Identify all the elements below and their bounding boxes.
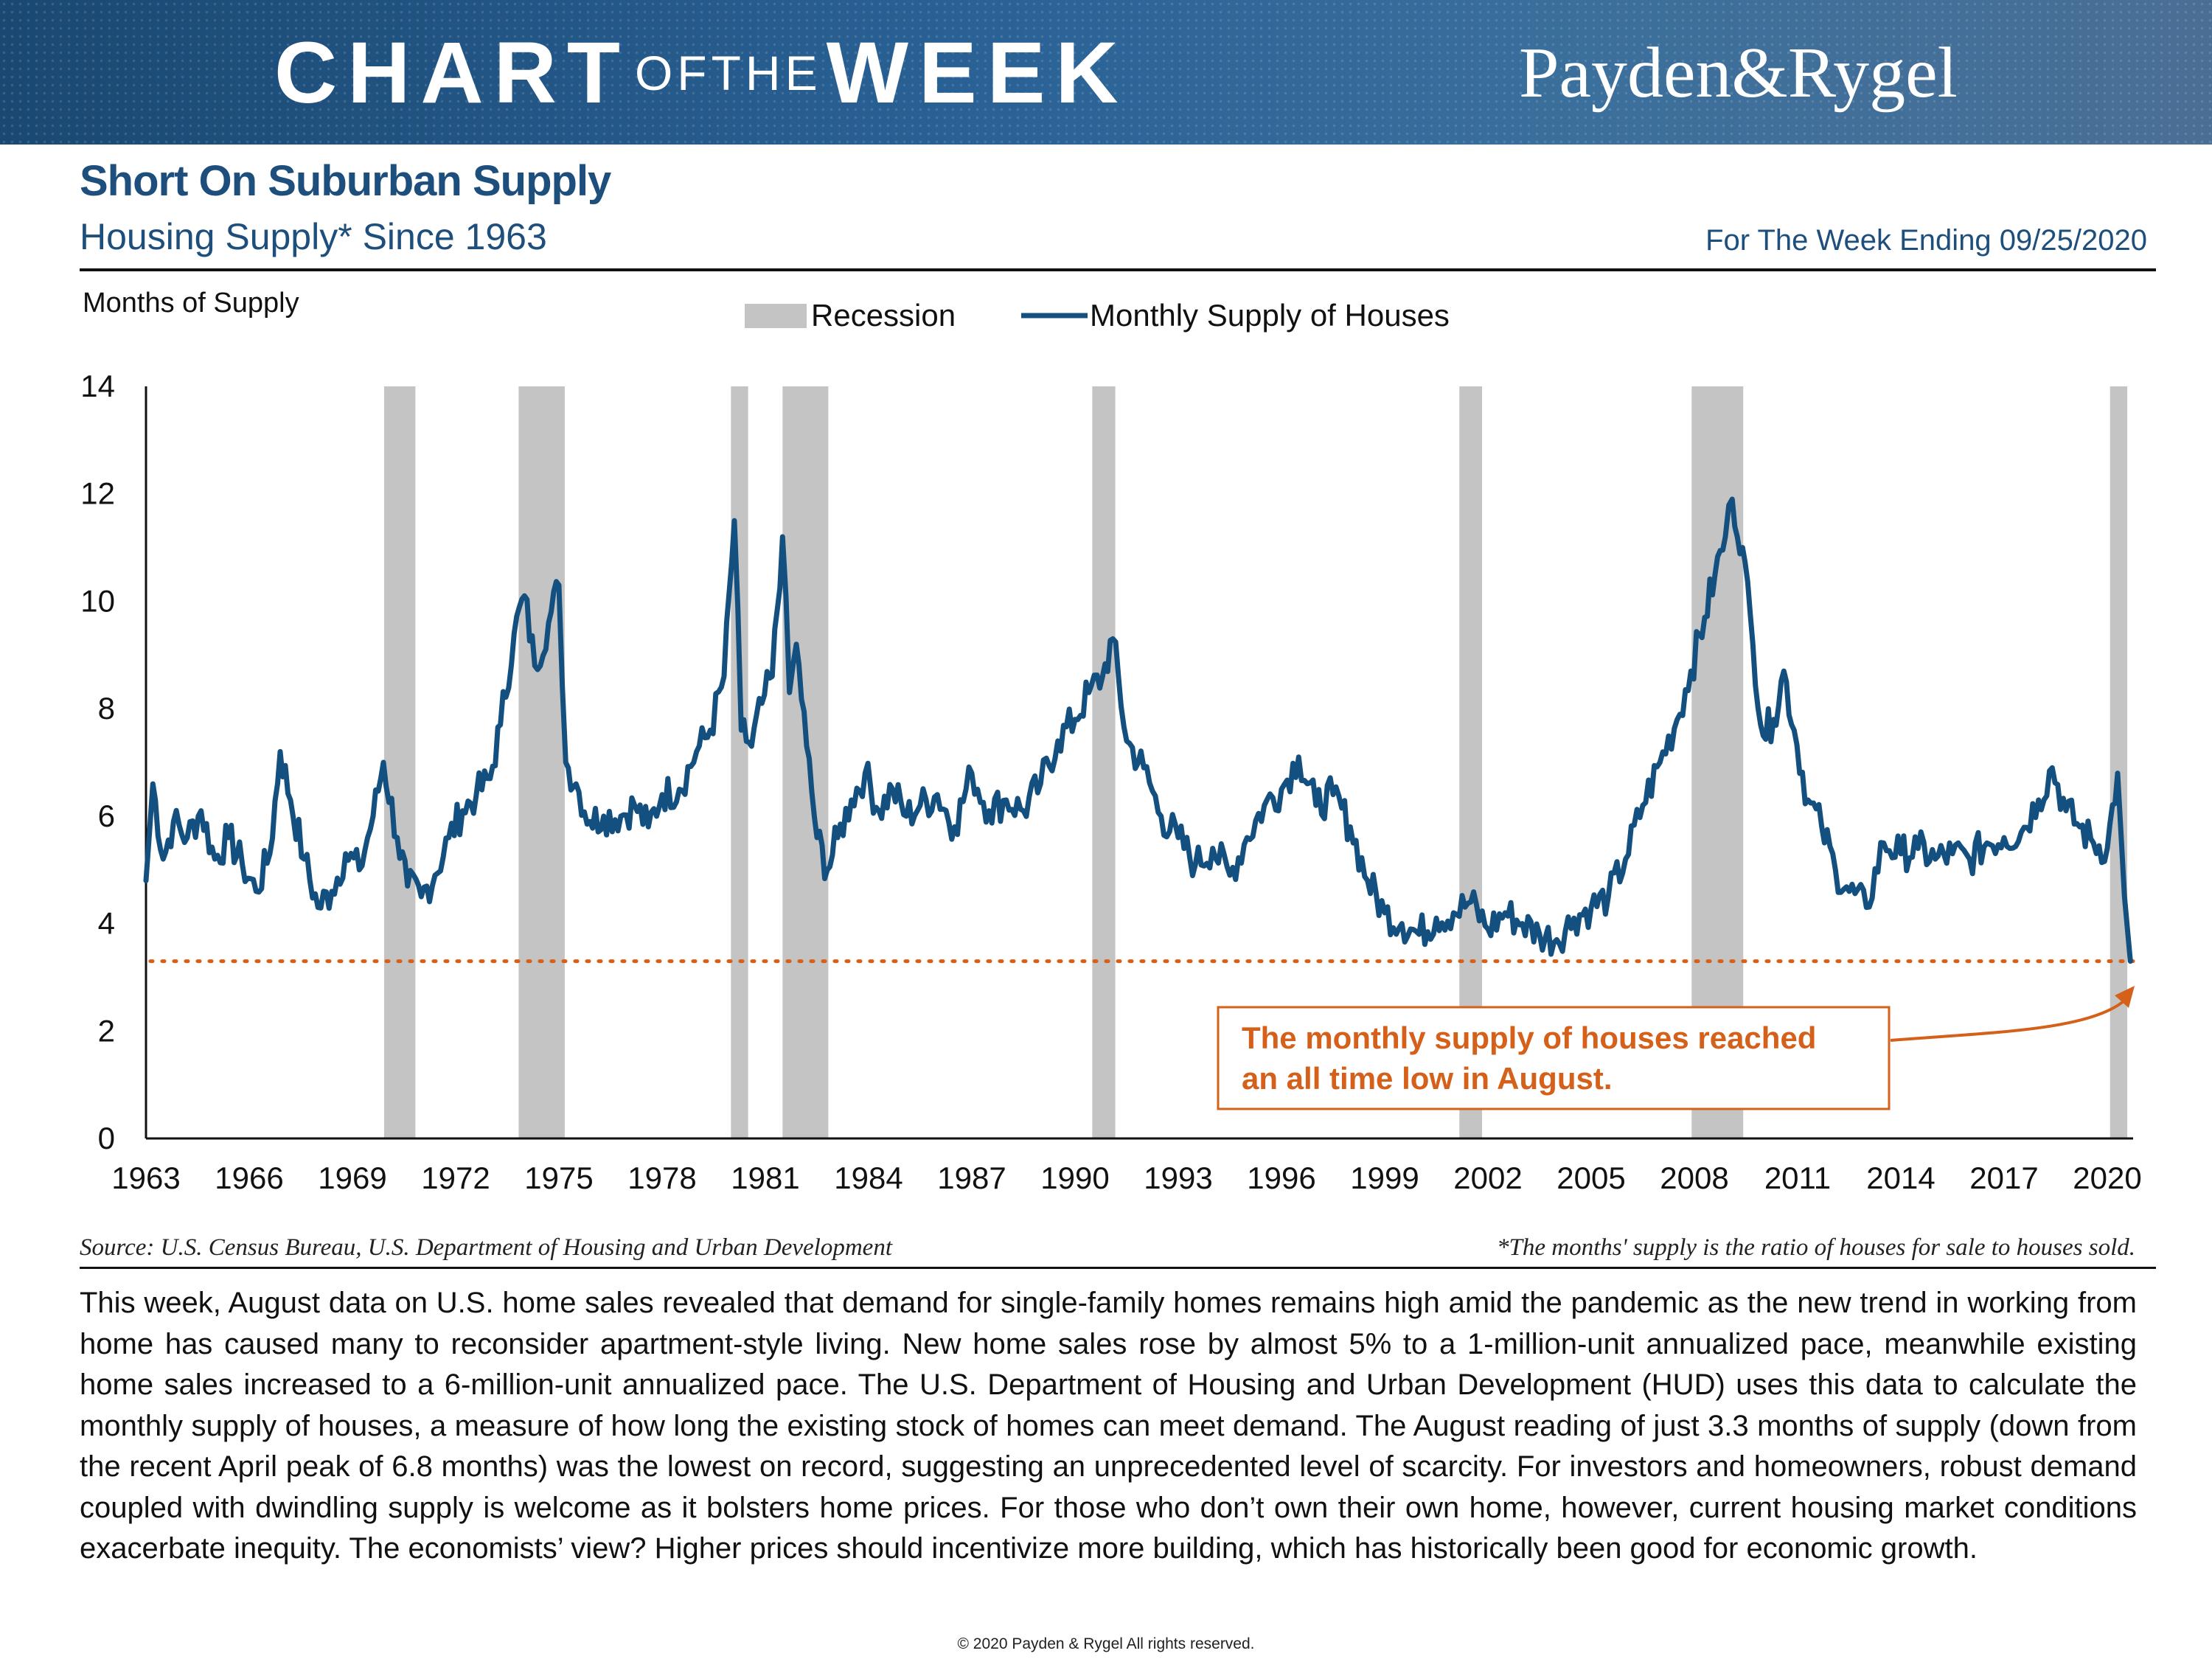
- brand-chart-word: CHART: [274, 24, 630, 122]
- annotation-arrow-line: [1890, 1000, 2125, 1042]
- page-subtitle: Housing Supply* Since 1963: [80, 216, 547, 257]
- y-tick-label: 6: [98, 799, 115, 833]
- commentary-paragraph: This week, August data on U.S. home sale…: [80, 1287, 2137, 1565]
- x-tick-labels: 1963 1966 1969 1972 1975 1978 1981 1984 1987 1990…: [111, 1161, 2141, 1195]
- y-tick-label: 2: [98, 1013, 115, 1048]
- legend: Recession Monthly Supply of Houses: [745, 298, 1450, 333]
- x-tick-label: 1990: [1040, 1161, 1109, 1195]
- x-tick-label: 2005: [1557, 1161, 1625, 1195]
- header-divider: [80, 268, 2156, 271]
- header-banner: CHART OFTHE WEEK Payden&Rygel: [0, 0, 2212, 145]
- x-tick-label: 1996: [1247, 1161, 1315, 1195]
- y-tick-labels: 0 2 4 6 8 10 12 14: [80, 369, 115, 1155]
- annotation: The monthly supply of houses reached an …: [1217, 986, 2135, 1110]
- week-ending-date: For The Week Ending 09/25/2020: [1705, 224, 2147, 257]
- recession-band-8: [2110, 386, 2128, 1138]
- y-tick-label: 0: [98, 1121, 115, 1155]
- y-tick-label: 14: [80, 369, 115, 403]
- x-tick-label: 2014: [1866, 1161, 1935, 1195]
- source-note: Source: U.S. Census Bureau, U.S. Departm…: [80, 1234, 892, 1261]
- monthly-supply-line: [143, 496, 2133, 964]
- x-tick-label: 1984: [834, 1161, 902, 1195]
- x-tick-label: 2017: [1969, 1161, 2038, 1195]
- annotation-box: [1217, 1006, 1891, 1110]
- y-tick-label: 4: [98, 906, 115, 941]
- x-tick-label: 1987: [937, 1161, 1006, 1195]
- x-tick-label: 1966: [215, 1161, 283, 1195]
- x-tick-label: 2011: [1764, 1161, 1831, 1195]
- x-tick-label: 2020: [2073, 1161, 2141, 1195]
- y-axis-title: Months of Supply: [83, 288, 299, 319]
- banner-texture: [0, 0, 2212, 145]
- annotation-line-2: an all time low in August.: [1242, 1061, 1612, 1096]
- legend-recession-label: Recession: [811, 298, 956, 333]
- legend-series-label: Monthly Supply of Houses: [1090, 298, 1450, 333]
- housing-supply-chart: 0 2 4 6 8 10 12 14 1963 1966 1969 1972 1975 1978 1981…: [80, 288, 2141, 1195]
- footnote: *The months' supply is the ratio of hous…: [1497, 1234, 2135, 1261]
- legend-recession-swatch: [745, 304, 807, 328]
- recession-band-1: [383, 386, 416, 1138]
- x-tick-label: 1999: [1350, 1161, 1419, 1195]
- y-tick-label: 8: [98, 691, 115, 726]
- brand-week-word: WEEK: [826, 24, 1129, 122]
- annotation-arrow-head: [2115, 986, 2135, 1008]
- axes: [145, 386, 2133, 1140]
- x-tick-label: 1993: [1144, 1161, 1212, 1195]
- footer-divider: [80, 1267, 2156, 1269]
- annotation-line-1: The monthly supply of houses reached: [1242, 1020, 1816, 1055]
- recession-band-2: [518, 386, 565, 1138]
- payden-rygel-logo: Payden&Rygel: [1519, 33, 1958, 113]
- x-tick-label: 1972: [421, 1161, 490, 1195]
- page-title: Short On Suburban Supply: [80, 157, 611, 205]
- y-tick-label: 10: [80, 583, 115, 618]
- chart-of-the-week-brand: CHART OFTHE WEEK: [274, 24, 1129, 122]
- x-tick-label: 2008: [1660, 1161, 1728, 1195]
- recession-band-5: [1092, 386, 1116, 1138]
- x-tick-label: 2002: [1453, 1161, 1522, 1195]
- recession-band-3: [731, 386, 748, 1138]
- x-tick-label: 1975: [524, 1161, 593, 1195]
- x-tick-label: 1981: [731, 1161, 799, 1195]
- x-tick-label: 1963: [111, 1161, 180, 1195]
- recession-band-4: [782, 386, 829, 1138]
- x-tick-label: 1978: [627, 1161, 696, 1195]
- copyright-notice: © 2020 Payden & Rygel All rights reserve…: [957, 1635, 1255, 1652]
- x-tick-label: 1969: [318, 1161, 386, 1195]
- brand-ofthe-word: OFTHE: [634, 46, 822, 100]
- y-tick-label: 12: [80, 476, 115, 511]
